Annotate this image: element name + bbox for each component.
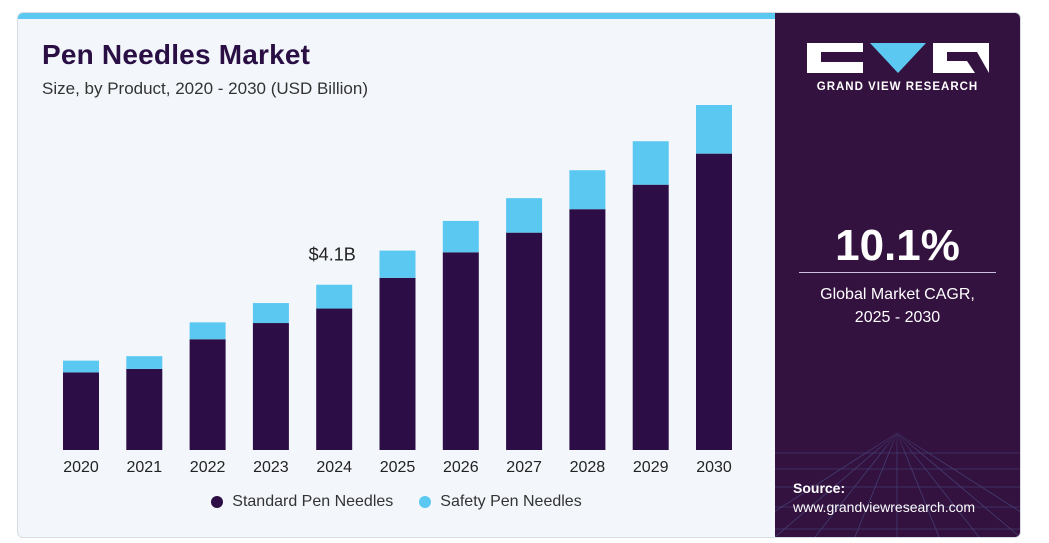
bar-safety-2021	[126, 356, 163, 369]
chart-title: Pen Needles Market	[42, 39, 311, 70]
bar-safety-2030	[696, 105, 732, 154]
decorative-grid	[775, 423, 1020, 537]
legend-label-safety: Safety Pen Needles	[440, 493, 582, 510]
bar-standard-2030	[696, 153, 732, 450]
bar-safety-2028	[569, 170, 606, 210]
x-tick-label-2024: 2024	[316, 459, 352, 476]
legend-swatch-standard	[211, 496, 224, 508]
cagr-label-line2: 2025 - 2030	[854, 309, 941, 326]
x-tick-label-2030: 2030	[696, 459, 732, 476]
legend-item-safety: Safety Pen Needles	[419, 493, 582, 511]
bar-safety-2025	[379, 250, 416, 278]
bar-standard-2023	[252, 323, 289, 450]
cagr-value: 10.1%	[835, 221, 960, 270]
source-block: Source: www.grandviewresearch.com	[793, 479, 975, 517]
x-tick-label-2022: 2022	[190, 459, 226, 476]
accent-bar	[18, 13, 775, 19]
x-tick-label-2023: 2023	[253, 459, 289, 476]
legend-label-standard: Standard Pen Needles	[232, 493, 394, 510]
annotation-label: $4.1B	[309, 245, 356, 265]
bar-safety-2023	[252, 303, 289, 324]
bar-standard-2026	[442, 252, 479, 450]
bar-safety-2020	[63, 360, 99, 373]
source-label: Source:	[793, 480, 846, 496]
bar-standard-2020	[63, 372, 99, 450]
brand-name: GRAND VIEW RESEARCH	[816, 81, 979, 93]
grand-view-research-logo	[807, 43, 989, 73]
bar-standard-2028	[569, 209, 606, 450]
bar-safety-2027	[506, 198, 543, 233]
legend-item-standard: Standard Pen Needles	[211, 493, 393, 511]
cagr-label: Global Market CAGR, 2025 - 2030	[775, 283, 1020, 329]
x-tick-label-2025: 2025	[380, 459, 416, 476]
cagr-divider	[799, 272, 996, 273]
bar-chart: 2020 2021 2022 2023 2024 2025 2026 2027 2028 2029…	[63, 105, 732, 476]
chart-legend: Standard Pen Needles Safety Pen Needles	[18, 493, 775, 511]
bar-standard-2027	[506, 232, 543, 450]
bar-standard-2029	[632, 184, 669, 450]
cagr-label-line1: Global Market CAGR,	[820, 286, 975, 303]
bar-safety-2026	[442, 220, 479, 253]
x-tick-label-2026: 2026	[443, 459, 479, 476]
chart-subtitle: Size, by Product, 2020 - 2030 (USD Billi…	[42, 79, 368, 98]
bar-standard-2022	[189, 339, 226, 450]
x-tick-label-2028: 2028	[570, 459, 606, 476]
x-tick-label-2020: 2020	[63, 459, 99, 476]
x-tick-label-2029: 2029	[633, 459, 669, 476]
bar-safety-2029	[632, 141, 669, 185]
legend-swatch-safety	[419, 496, 432, 508]
x-tick-label-2021: 2021	[127, 459, 163, 476]
bar-standard-2021	[126, 368, 163, 450]
bar-standard-2025	[379, 277, 416, 450]
x-tick-label-2027: 2027	[506, 459, 542, 476]
chart-card: Pen Needles Market Size, by Product, 202…	[17, 12, 1021, 538]
source-link[interactable]: www.grandviewresearch.com	[793, 499, 976, 515]
sidebar-panel: GRAND VIEW RESEARCH 10.1% Global Market …	[775, 13, 1020, 537]
bar-safety-2024	[316, 284, 353, 309]
bar-safety-2022	[189, 322, 226, 340]
bar-standard-2024	[316, 308, 353, 450]
